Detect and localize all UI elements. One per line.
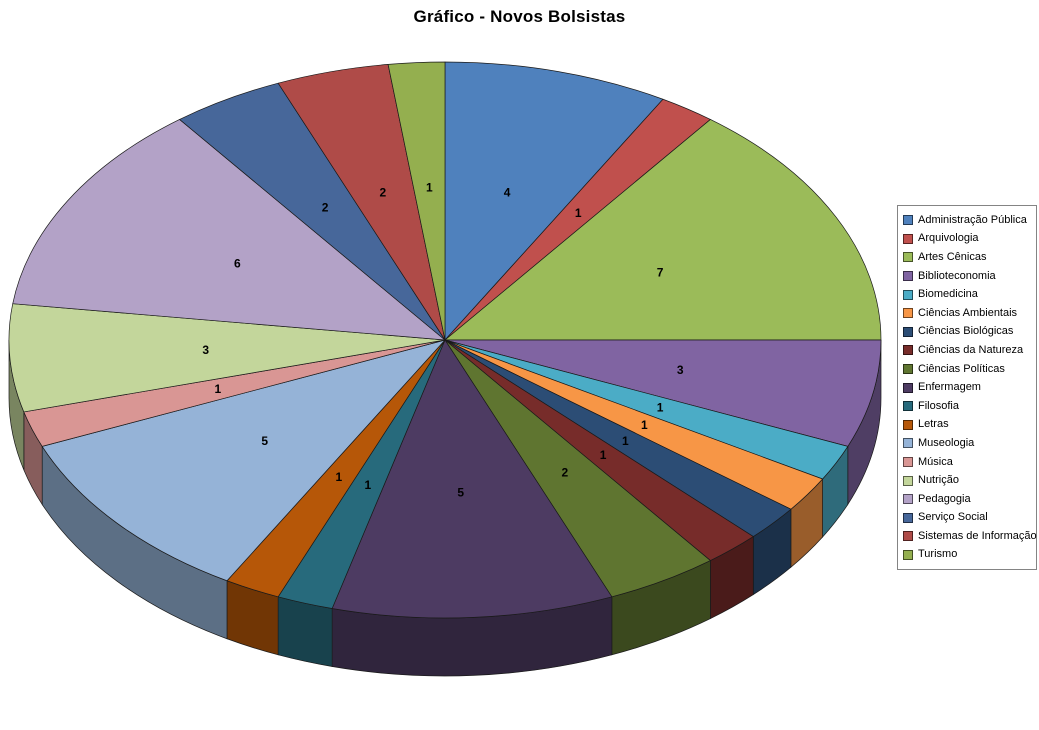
legend-item: Administração Pública xyxy=(903,211,1034,230)
legend-swatch xyxy=(903,308,913,319)
pie-slice xyxy=(444,61,664,341)
legend-item: Ciências Ambientais xyxy=(903,304,1034,323)
legend-item: Artes Cênicas xyxy=(903,248,1034,267)
legend-item: Enfermagem xyxy=(903,378,1034,397)
legend-swatch xyxy=(903,494,913,505)
legend-label: Turismo xyxy=(918,548,958,561)
legend-swatch xyxy=(903,233,913,244)
legend-label: Arquivologia xyxy=(918,232,979,245)
legend-swatch xyxy=(903,215,913,226)
slice-value-label: 5 xyxy=(261,434,268,448)
legend-label: Serviço Social xyxy=(918,511,988,524)
pie-slice xyxy=(331,339,613,619)
legend-item: Ciências da Natureza xyxy=(903,341,1034,360)
legend-swatch xyxy=(903,438,913,449)
legend-swatch xyxy=(903,382,913,393)
slice-value-label: 2 xyxy=(380,185,387,199)
slice-value-label: 1 xyxy=(215,382,222,396)
chart-title: Gráfico - Novos Bolsistas xyxy=(413,7,626,26)
legend-label: Ciências Ambientais xyxy=(918,306,1018,319)
legend-swatch xyxy=(903,549,913,560)
legend-label: Museologia xyxy=(918,436,975,449)
legend-swatch xyxy=(903,364,913,375)
pie-slice xyxy=(12,119,446,341)
slice-value-label: 7 xyxy=(657,265,664,279)
legend-item: Biomedicina xyxy=(903,285,1034,304)
pie-slice xyxy=(444,119,882,341)
legend-label: Nutrição xyxy=(918,474,959,487)
legend-swatch xyxy=(903,289,913,300)
legend-swatch xyxy=(903,531,913,542)
legend-label: Letras xyxy=(918,418,949,431)
slice-value-label: 6 xyxy=(234,257,241,271)
legend-label: Biblioteconomia xyxy=(918,269,996,282)
legend-label: Ciências Biológicas xyxy=(918,325,1014,338)
slice-value-label: 1 xyxy=(336,470,343,484)
legend-swatch xyxy=(903,419,913,430)
slice-value-label: 5 xyxy=(457,486,464,500)
legend-item: Ciências Biológicas xyxy=(903,323,1034,342)
legend-swatch xyxy=(903,345,913,356)
legend-item: Biblioteconomia xyxy=(903,267,1034,286)
legend-item: Nutrição xyxy=(903,471,1034,490)
legend-label: Pedagogia xyxy=(918,492,971,505)
legend-swatch xyxy=(903,475,913,486)
legend-item: Turismo xyxy=(903,546,1034,565)
legend-label: Ciências da Natureza xyxy=(918,343,1024,356)
legend-item: Pedagogia xyxy=(903,490,1034,509)
legend-swatch xyxy=(903,457,913,468)
legend-label: Ciências Políticas xyxy=(918,362,1005,375)
slice-value-label: 1 xyxy=(657,401,664,415)
pie-slice xyxy=(8,303,446,413)
legend-item: Música xyxy=(903,453,1034,472)
slice-value-label: 1 xyxy=(622,434,629,448)
slice-value-label: 1 xyxy=(600,448,607,462)
slice-value-label: 4 xyxy=(504,185,511,199)
legend-label: Enfermagem xyxy=(918,381,981,394)
legend-item: Filosofia xyxy=(903,397,1034,416)
legend-label: Música xyxy=(918,455,953,468)
legend-label: Administração Pública xyxy=(918,213,1027,226)
pie-slice xyxy=(444,339,882,447)
slice-value-label: 3 xyxy=(202,343,209,357)
legend-item: Letras xyxy=(903,416,1034,435)
pie-slice xyxy=(387,61,446,341)
slice-value-label: 1 xyxy=(426,180,433,194)
legend-swatch xyxy=(903,326,913,337)
legend: Administração Pública Arquivologia Artes C… xyxy=(897,205,1037,571)
legend-swatch xyxy=(903,252,913,263)
slice-value-label: 2 xyxy=(322,201,329,215)
legend-item: Serviço Social xyxy=(903,509,1034,528)
slice-value-label: 3 xyxy=(677,363,684,377)
legend-item: Sistemas de Informação xyxy=(903,527,1037,546)
legend-label: Sistemas de Informação xyxy=(918,529,1037,542)
legend-item: Ciências Políticas xyxy=(903,360,1034,379)
legend-label: Artes Cênicas xyxy=(918,250,987,263)
slice-value-label: 1 xyxy=(641,418,648,432)
legend-label: Biomedicina xyxy=(918,288,978,301)
slice-value-label: 2 xyxy=(562,465,569,479)
legend-label: Filosofia xyxy=(918,399,959,412)
legend-item: Museologia xyxy=(903,434,1034,453)
legend-item: Arquivologia xyxy=(903,230,1034,249)
slice-value-label: 1 xyxy=(365,478,372,492)
pie-slice xyxy=(41,339,446,582)
slice-value-label: 1 xyxy=(575,206,582,220)
legend-swatch xyxy=(903,401,913,412)
legend-swatch xyxy=(903,271,913,282)
legend-swatch xyxy=(903,512,913,523)
